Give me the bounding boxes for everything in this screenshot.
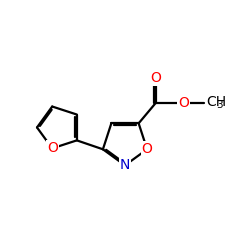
Text: O: O: [47, 141, 58, 155]
Text: O: O: [142, 142, 152, 156]
Text: O: O: [178, 96, 189, 110]
Text: N: N: [120, 158, 130, 172]
Text: 3: 3: [216, 100, 223, 110]
Text: CH: CH: [206, 94, 226, 108]
Text: O: O: [150, 70, 161, 85]
